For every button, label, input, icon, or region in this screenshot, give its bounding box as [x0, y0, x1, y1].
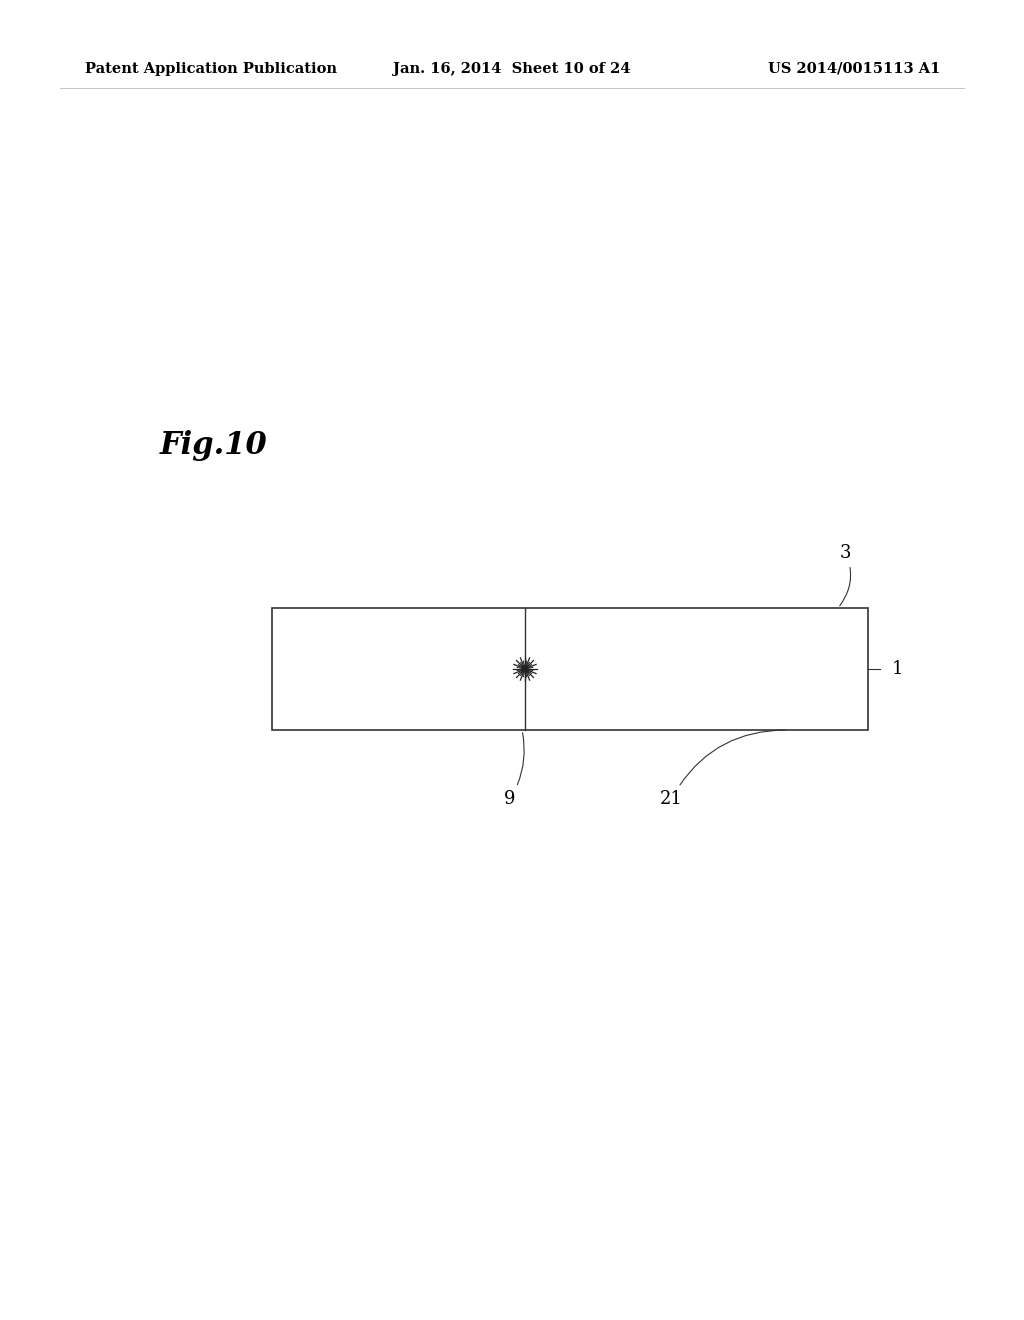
- Text: Fig.10: Fig.10: [160, 430, 267, 461]
- Text: US 2014/0015113 A1: US 2014/0015113 A1: [768, 62, 940, 77]
- Text: 1: 1: [892, 660, 903, 678]
- Text: 9: 9: [504, 733, 524, 808]
- Text: 3: 3: [840, 544, 852, 606]
- Text: Patent Application Publication: Patent Application Publication: [85, 62, 337, 77]
- Text: 21: 21: [660, 730, 785, 808]
- Text: Jan. 16, 2014  Sheet 10 of 24: Jan. 16, 2014 Sheet 10 of 24: [393, 62, 631, 77]
- Bar: [272, 609, 868, 730]
